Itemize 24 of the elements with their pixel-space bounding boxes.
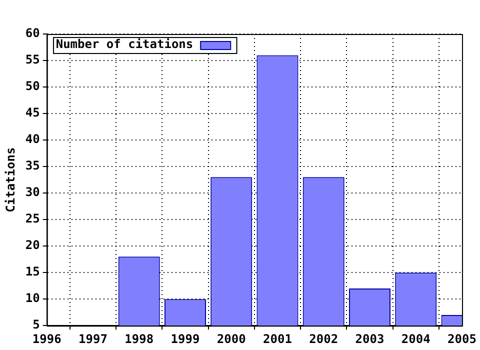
- y-tick-label: 5: [32, 318, 40, 332]
- y-tick-label: 50: [25, 79, 40, 94]
- x-tick-label: 2000: [216, 332, 246, 346]
- x-tick-label: 2001: [263, 332, 292, 346]
- y-tick-label: 60: [25, 26, 40, 40]
- y-axis-title: Citations: [3, 147, 18, 212]
- x-tick-label: 1997: [78, 332, 108, 346]
- y-tick-label: 35: [25, 158, 40, 173]
- x-tick-label: 2003: [355, 332, 384, 346]
- x-tick-label: 2002: [309, 332, 338, 346]
- x-tick-label: 1998: [124, 332, 154, 346]
- legend-label: Number of citations: [56, 37, 194, 52]
- y-tick-label: 15: [25, 264, 40, 279]
- x-tick-label: 1999: [170, 332, 200, 346]
- y-tick-label: 55: [25, 52, 40, 67]
- y-tick-label: 10: [25, 291, 40, 306]
- y-tick-label: 20: [25, 238, 40, 252]
- x-tick-label: 2004: [401, 332, 430, 346]
- y-tick-label: 45: [25, 106, 40, 120]
- y-tick-label: 40: [25, 132, 40, 146]
- y-tick-label: 30: [25, 185, 40, 200]
- x-tick-label: 1996: [32, 332, 62, 346]
- y-tick-label: 25: [25, 212, 40, 226]
- x-tick-label: 2005: [448, 332, 476, 346]
